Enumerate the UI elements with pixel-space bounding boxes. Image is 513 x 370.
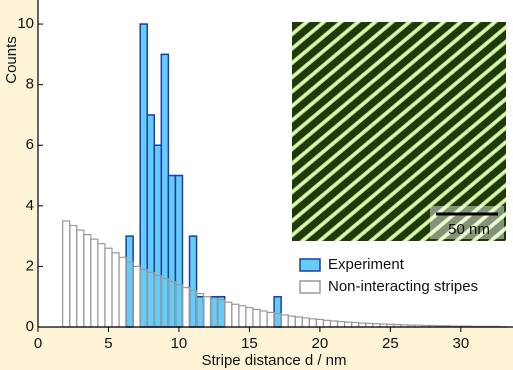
y-tick-label: 4 [26, 197, 34, 214]
bar [246, 308, 253, 327]
bar [302, 318, 309, 327]
bar [112, 253, 119, 327]
x-tick-label: 20 [312, 335, 329, 352]
bar [288, 316, 295, 327]
legend-swatch [300, 281, 320, 293]
x-tick-label: 10 [171, 335, 188, 352]
bar [119, 257, 126, 327]
bar [295, 317, 302, 327]
bar [175, 285, 182, 327]
bar [105, 248, 112, 327]
bar [338, 322, 345, 327]
bar [323, 320, 330, 327]
x-tick-label: 15 [241, 335, 258, 352]
y-tick-label: 10 [17, 15, 34, 32]
bar [161, 279, 168, 327]
bar [126, 262, 133, 327]
bar [211, 298, 218, 327]
legend-label: Experiment [328, 256, 405, 273]
bar [70, 226, 77, 327]
bar [239, 306, 246, 327]
bar [330, 321, 337, 327]
bar [168, 282, 175, 327]
bar [91, 239, 98, 327]
bar [218, 300, 225, 327]
scale-bar-label: 50 nm [448, 221, 490, 238]
bar [77, 230, 84, 327]
bar [98, 244, 105, 327]
y-axis-label: Counts [3, 36, 20, 84]
bar [232, 304, 239, 327]
x-tick-label: 0 [34, 335, 42, 352]
bar [63, 221, 70, 327]
x-tick-label: 25 [382, 335, 399, 352]
legend-label: Non-interacting stripes [328, 278, 478, 295]
bar [190, 291, 197, 327]
y-tick-label: 2 [26, 257, 34, 274]
chart: Stripe distance d / nm Counts 0510152025… [0, 0, 513, 370]
bar [140, 269, 147, 327]
x-tick-label: 30 [453, 335, 470, 352]
x-tick-label: 5 [104, 335, 112, 352]
bar [345, 322, 352, 327]
bar [84, 235, 91, 327]
bar [267, 312, 274, 327]
bar [182, 288, 189, 327]
bar [197, 294, 204, 327]
bar [281, 315, 288, 327]
bar [352, 322, 359, 327]
bar [154, 276, 161, 328]
bar [133, 266, 140, 327]
y-tick-label: 8 [26, 76, 34, 93]
bar [316, 319, 323, 327]
legend-swatch [300, 259, 320, 271]
y-tick-label: 0 [26, 318, 34, 335]
bar [147, 272, 154, 327]
bar [260, 311, 267, 327]
bar [204, 297, 211, 327]
y-tick-label: 6 [26, 136, 34, 153]
bar [309, 319, 316, 327]
bar [274, 314, 281, 327]
bar [225, 302, 232, 327]
x-axis-label: Stripe distance d / nm [201, 352, 346, 369]
bar [253, 309, 260, 327]
